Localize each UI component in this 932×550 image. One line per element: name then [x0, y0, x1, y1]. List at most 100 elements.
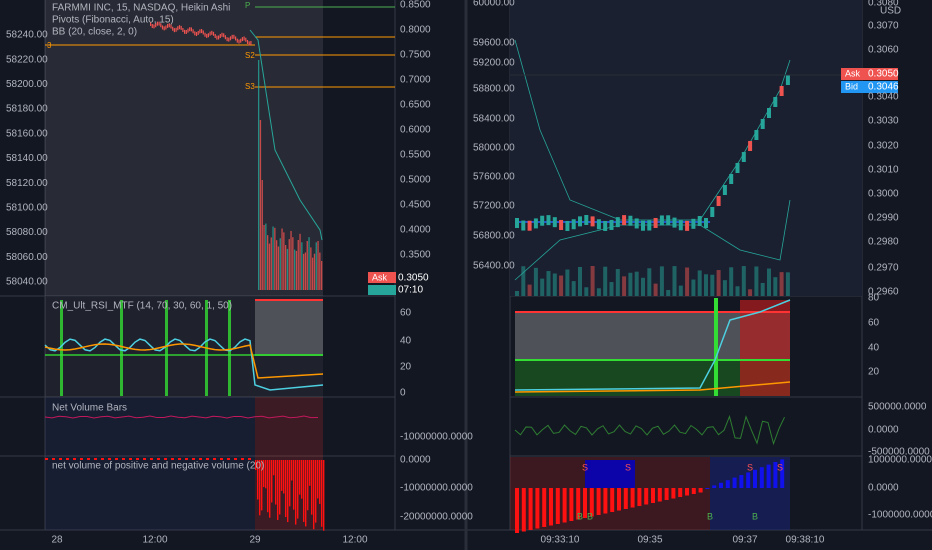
shape	[615, 269, 620, 296]
price-tick-label: 57200.00	[473, 201, 515, 212]
shape	[263, 224, 265, 290]
shape	[194, 31, 196, 36]
shape	[515, 218, 519, 228]
shape	[245, 37, 247, 42]
price-tick-label: 58400.00	[473, 114, 515, 125]
shape	[305, 460, 307, 527]
shape	[255, 300, 323, 355]
shape	[628, 272, 633, 296]
shape	[710, 274, 715, 296]
signal-label: S	[582, 462, 588, 472]
shape	[732, 477, 737, 488]
price-tick-label: 0.3060	[868, 45, 899, 56]
shape	[269, 460, 271, 518]
shape	[716, 270, 721, 296]
shape	[741, 266, 746, 296]
shape	[45, 397, 120, 530]
shape	[697, 216, 702, 227]
price-tick-label: 58060.00	[6, 252, 48, 263]
ask-label: Ask	[372, 272, 388, 282]
shape	[659, 266, 664, 296]
shape	[610, 488, 615, 512]
signal-label: B	[577, 511, 583, 521]
shape	[685, 488, 689, 496]
shape	[603, 220, 608, 231]
price-tick-label: 59200.00	[473, 58, 515, 69]
shape	[533, 267, 538, 296]
shape	[187, 28, 189, 33]
shape	[555, 488, 560, 524]
shape	[167, 23, 169, 28]
shape	[304, 252, 307, 290]
shape	[80, 458, 83, 460]
shape	[157, 458, 160, 460]
shape	[710, 207, 715, 217]
shape	[299, 233, 301, 290]
line	[44, 343, 324, 379]
shape	[257, 460, 259, 500]
shape	[712, 485, 717, 488]
shape	[569, 488, 574, 521]
shape	[153, 24, 155, 29]
shape	[234, 458, 237, 460]
shape	[321, 260, 323, 290]
shape	[589, 488, 594, 517]
line	[44, 338, 324, 391]
signal-label: B	[752, 511, 758, 521]
shape	[540, 215, 545, 226]
shape	[590, 266, 595, 296]
shape	[293, 460, 295, 510]
shape	[527, 220, 532, 231]
shape	[211, 30, 213, 35]
shape	[259, 120, 262, 290]
shape	[623, 488, 628, 509]
shape	[653, 283, 658, 296]
rsi-tick-label: 0	[400, 388, 406, 399]
shape	[288, 239, 290, 290]
shape	[185, 29, 187, 34]
rsi-tick-label: 40	[400, 336, 412, 347]
shape	[120, 300, 123, 396]
shape	[129, 458, 132, 460]
shape	[52, 458, 55, 460]
price-tick-label: 58120.00	[6, 178, 48, 189]
line	[249, 29, 323, 241]
shape	[155, 23, 157, 28]
shape	[231, 34, 233, 39]
shape	[246, 39, 249, 44]
shape	[248, 458, 251, 460]
netvol-tick-label: 500000.0000	[868, 402, 927, 413]
shape	[691, 488, 696, 494]
signal-label: B	[587, 511, 593, 521]
price-tick-label: 58800.00	[473, 84, 515, 95]
shape	[301, 242, 303, 290]
shape	[578, 266, 582, 296]
rsi-tick-label: 80	[868, 293, 880, 304]
signal-label: S	[625, 462, 631, 472]
shape	[309, 460, 311, 486]
pnvol-tick-label: 1000000.0000	[868, 455, 932, 466]
shape	[273, 460, 275, 476]
indicator-title: CM_Ult_RSI_MTF (14, 70, 30, 60, 1, 50)	[52, 301, 232, 312]
shape	[224, 35, 226, 40]
shape	[841, 68, 898, 80]
price-tick-label: 58000.00	[473, 143, 515, 154]
shape	[565, 220, 570, 231]
shape	[195, 32, 198, 37]
shape	[306, 241, 308, 290]
bid-label: Bid	[845, 81, 858, 91]
shape	[209, 31, 211, 36]
price-tick-label: 56800.00	[473, 231, 515, 242]
shape	[59, 458, 62, 460]
price-tick-label: 0.6000	[400, 125, 431, 136]
shape	[368, 285, 396, 295]
shape	[207, 33, 209, 38]
shape	[220, 458, 223, 460]
price-tick-label: 0.3040	[868, 92, 899, 103]
price-tick-label: 57600.00	[473, 172, 515, 183]
price-tick-label: 0.4000	[400, 225, 431, 236]
price-tick-label: 58180.00	[6, 104, 48, 115]
countdown: 07:10	[398, 285, 423, 296]
shape	[156, 21, 158, 26]
price-tick-label: 0.7500	[400, 50, 431, 61]
